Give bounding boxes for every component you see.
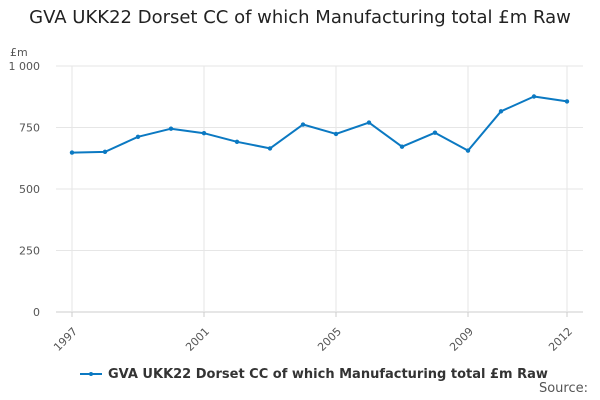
axes: 0 250 500 750 1 000 1997 2001 2005 2009 2012: [9, 60, 576, 354]
y-axis-label: £m: [10, 46, 28, 59]
y-tick-label: 1 000: [9, 60, 41, 73]
data-point[interactable]: [465, 148, 471, 153]
data-point[interactable]: [69, 150, 75, 155]
data-point[interactable]: [300, 122, 306, 127]
data-point[interactable]: [102, 149, 108, 155]
data-point[interactable]: [432, 130, 438, 135]
data-point[interactable]: [267, 146, 273, 151]
data-point[interactable]: [333, 131, 339, 137]
data-point[interactable]: [498, 109, 504, 114]
data-point[interactable]: [366, 120, 372, 125]
y-tick-label: 0: [33, 306, 40, 319]
x-tick-label: 2012: [546, 325, 575, 354]
gridlines: [56, 65, 583, 313]
data-point[interactable]: [531, 94, 537, 99]
y-tick-label: 750: [19, 122, 40, 135]
data-point[interactable]: [168, 126, 174, 131]
y-tick-label: 250: [19, 245, 40, 258]
data-point[interactable]: [234, 139, 240, 144]
legend-label: GVA UKK22 Dorset CC of which Manufacturi…: [108, 366, 548, 382]
legend[interactable]: GVA UKK22 Dorset CC of which Manufacturi…: [80, 364, 548, 384]
series: [69, 94, 570, 155]
x-tick-label: 2009: [447, 325, 476, 354]
data-point[interactable]: [201, 130, 207, 136]
source-label: Source:: [538, 381, 588, 396]
legend-swatch-icon: [80, 369, 102, 379]
chart-title: GVA UKK22 Dorset CC of which Manufacturi…: [29, 7, 571, 28]
data-point[interactable]: [399, 144, 405, 149]
x-tick-label: 1997: [51, 325, 80, 354]
data-point[interactable]: [564, 99, 570, 104]
x-tick-label: 2005: [315, 325, 344, 354]
y-tick-label: 500: [19, 183, 40, 196]
data-point[interactable]: [135, 134, 141, 140]
x-tick-label: 2001: [183, 325, 212, 354]
series-line: [71, 95, 568, 154]
